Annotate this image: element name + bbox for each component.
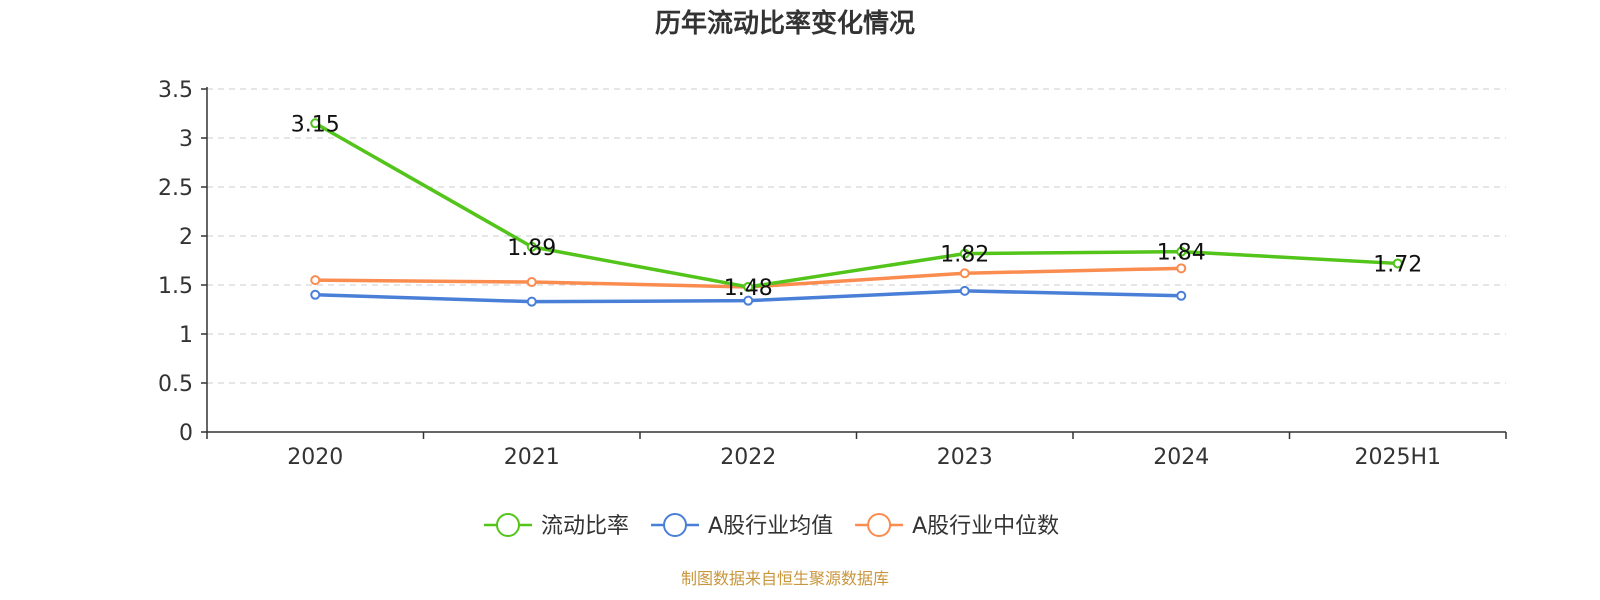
- data-label: 1.82: [940, 243, 989, 268]
- legend-label: 流动比率: [541, 514, 629, 539]
- data-point: [959, 248, 970, 259]
- x-tick-label: 2025H1: [1354, 445, 1441, 470]
- x-axis-ticks: 2020 2021 2022 2023 2024 2025H1: [206, 432, 1507, 470]
- data-point: [526, 241, 537, 252]
- data-point: [1392, 258, 1403, 269]
- data-label: 1.89: [507, 236, 556, 261]
- x-tick-label: 2024: [1153, 445, 1209, 470]
- legend-item-1[interactable]: A股行业均值: [651, 513, 833, 539]
- y-tick-label: 0: [179, 421, 193, 446]
- data-point: [743, 281, 754, 292]
- y-tick-label: 2: [179, 225, 193, 250]
- series-0: [310, 118, 1403, 292]
- source-note: 制图数据来自恒生聚源数据库: [681, 569, 889, 588]
- y-tick-label: 1.5: [158, 274, 193, 299]
- x-tick-label: 2021: [504, 445, 560, 470]
- y-axis-ticks: 0 0.5 1 1.5 2 2.5 3 3.5: [158, 78, 207, 446]
- data-point: [959, 285, 970, 296]
- data-label: 1.48: [724, 276, 773, 301]
- data-label: 1.84: [1157, 241, 1206, 266]
- y-tick-label: 3.5: [158, 78, 193, 103]
- data-point: [743, 295, 754, 306]
- y-tick-label: 3: [179, 127, 193, 152]
- data-point: [310, 118, 321, 129]
- legend[interactable]: 流动比率 A股行业均值 A股行业中位数: [484, 513, 1059, 539]
- data-point: [1176, 290, 1187, 301]
- data-point: [526, 277, 537, 288]
- data-point: [310, 289, 321, 300]
- legend-label: A股行业中位数: [912, 514, 1059, 539]
- series-lines: [310, 118, 1403, 307]
- y-tick-label: 2.5: [158, 176, 193, 201]
- series-1: [310, 285, 1187, 307]
- y-tick-label: 1: [179, 323, 193, 348]
- y-tick-label: 0.5: [158, 372, 193, 397]
- legend-label: A股行业均值: [708, 514, 833, 539]
- legend-item-2[interactable]: A股行业中位数: [855, 513, 1059, 539]
- legend-marker: [663, 513, 688, 537]
- chart-title: 历年流动比率变化情况: [655, 8, 915, 39]
- data-point: [526, 296, 537, 307]
- data-point: [959, 268, 970, 279]
- x-tick-label: 2022: [720, 445, 776, 470]
- legend-marker: [867, 513, 892, 537]
- data-labels: 3.15 1.89 1.48 1.82 1.84 1.72: [291, 112, 1422, 301]
- legend-marker: [496, 513, 520, 537]
- data-label: 3.15: [291, 112, 340, 137]
- x-tick-label: 2023: [937, 445, 993, 470]
- series-line: [314, 121, 1398, 289]
- data-label: 1.72: [1373, 252, 1422, 277]
- grid-lines: [207, 88, 1506, 384]
- legend-item-0[interactable]: 流动比率: [484, 513, 629, 539]
- data-point: [1176, 246, 1187, 257]
- data-point: [310, 275, 321, 286]
- x-tick-label: 2020: [287, 445, 343, 470]
- data-point: [1176, 263, 1187, 274]
